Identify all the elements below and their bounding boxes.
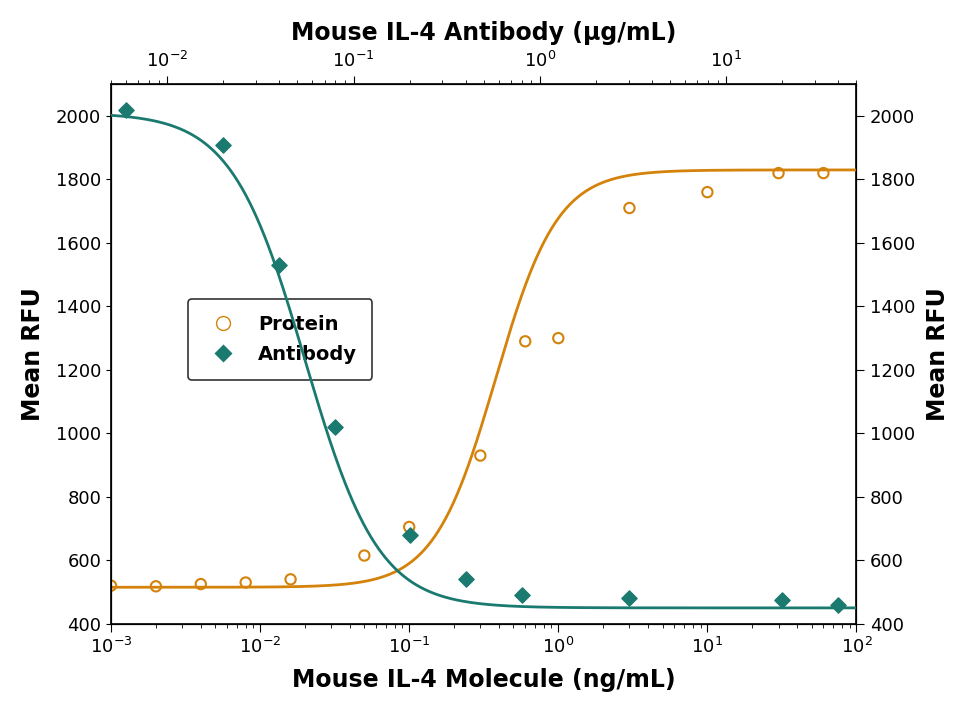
Point — [458, 574, 474, 585]
Point — [62, 148, 78, 160]
Point — [283, 574, 298, 585]
Point — [518, 336, 533, 347]
X-axis label: Mouse IL-4 Molecule (ng/mL): Mouse IL-4 Molecule (ng/mL) — [292, 668, 676, 692]
Point — [402, 529, 418, 540]
Point — [118, 104, 134, 116]
Point — [621, 202, 637, 214]
Point — [149, 580, 164, 592]
Legend: Protein, Antibody: Protein, Antibody — [187, 299, 373, 380]
Point — [514, 590, 529, 601]
X-axis label: Mouse IL-4 Antibody (μg/mL): Mouse IL-4 Antibody (μg/mL) — [291, 21, 677, 45]
Y-axis label: Mean RFU: Mean RFU — [926, 287, 951, 421]
Point — [816, 168, 831, 179]
Y-axis label: Mean RFU: Mean RFU — [20, 287, 45, 421]
Point — [193, 578, 209, 590]
Point — [775, 594, 790, 605]
Point — [327, 421, 343, 433]
Point — [771, 168, 787, 179]
Point — [621, 593, 637, 604]
Point — [356, 550, 372, 561]
Point — [830, 599, 846, 610]
Point — [700, 186, 716, 198]
Point — [401, 521, 417, 533]
Point — [238, 577, 253, 588]
Point — [272, 260, 287, 271]
Point — [473, 450, 488, 461]
Point — [216, 139, 231, 150]
Point — [103, 580, 118, 591]
Point — [863, 608, 879, 620]
Point — [551, 332, 566, 344]
